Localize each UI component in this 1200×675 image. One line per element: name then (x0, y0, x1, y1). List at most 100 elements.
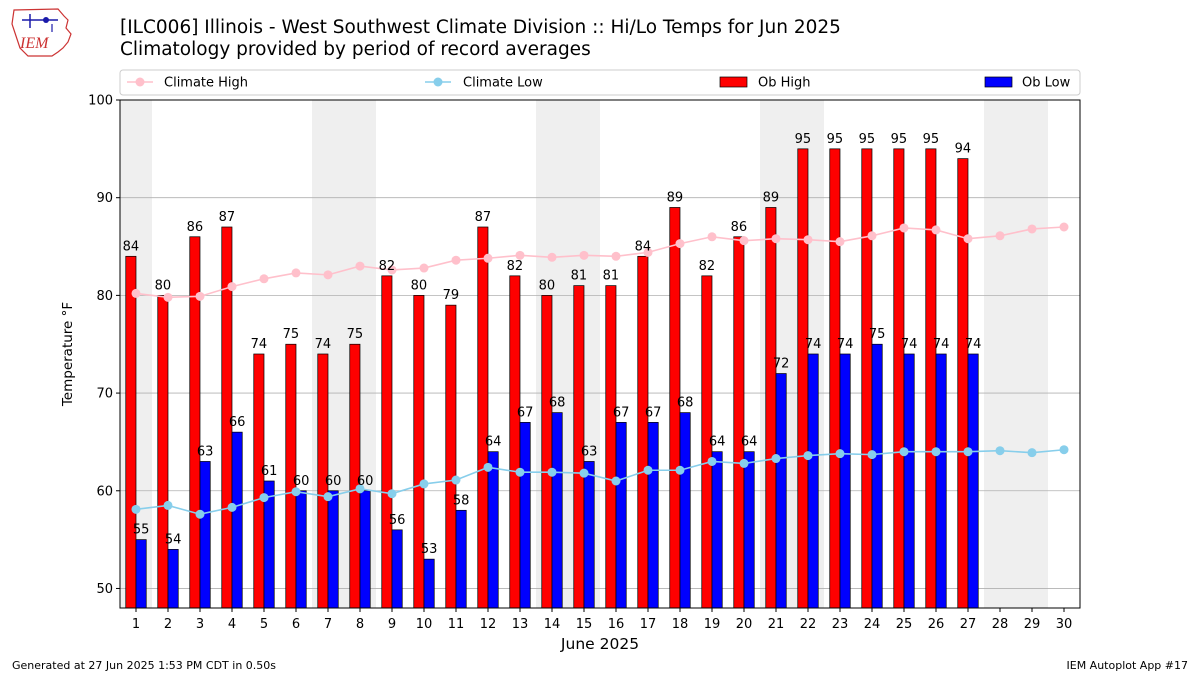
x-tick-label: 16 (608, 617, 625, 632)
climate-high-point (259, 274, 269, 284)
climate-low-point (867, 450, 877, 460)
ob-low-bar (775, 373, 787, 609)
climate-high-point (515, 250, 525, 260)
ob-low-label: 68 (549, 396, 566, 411)
climate-low-point (1059, 445, 1069, 455)
ob-low-bar (231, 431, 243, 609)
climate-low-point (675, 465, 685, 475)
climate-high-point (323, 270, 333, 280)
ob-low-label: 64 (741, 435, 758, 450)
climate-low-point (227, 502, 237, 512)
ob-low-bar (455, 509, 467, 609)
ob-low-bar (295, 490, 307, 609)
ob-high-label: 87 (219, 210, 236, 225)
ob-high-label: 95 (827, 132, 844, 147)
climate-high-point (451, 255, 461, 265)
ob-high-bar (893, 148, 905, 609)
ob-high-label: 81 (571, 269, 588, 284)
ob-low-label: 67 (645, 405, 662, 420)
ob-high-label: 75 (347, 327, 364, 342)
x-tick-label: 8 (356, 617, 364, 632)
ob-low-bar (935, 353, 947, 609)
ob-high-bar (765, 207, 777, 609)
x-tick-label: 5 (260, 617, 268, 632)
x-tick-label: 23 (832, 617, 849, 632)
legend-ob-low-swatch (984, 76, 1013, 88)
ob-high-label: 84 (635, 239, 652, 254)
ob-high-label: 74 (251, 337, 268, 352)
ob-low-label: 64 (709, 435, 726, 450)
ob-high-label: 82 (379, 259, 396, 274)
climate-low-point (579, 468, 589, 478)
iem-logo-text: IEM (19, 35, 50, 52)
climate-high-point (835, 237, 845, 247)
x-tick-label: 10 (416, 617, 433, 632)
legend-climate-high-marker (135, 77, 145, 87)
climate-low-point (515, 467, 525, 477)
x-tick-label: 30 (1056, 617, 1073, 632)
x-axis-label: June 2025 (560, 635, 639, 653)
climate-low-point (323, 492, 333, 502)
climate-high-point (867, 231, 877, 241)
climate-low-point (483, 462, 493, 472)
climate-low-point (803, 451, 813, 461)
ob-low-bar (199, 461, 211, 609)
ob-low-label: 66 (229, 415, 246, 430)
x-tick-label: 15 (576, 617, 593, 632)
ob-low-label: 67 (613, 405, 630, 420)
plot-frame (119, 99, 1081, 609)
climate-high-point (195, 291, 205, 301)
ob-high-bar (445, 304, 457, 609)
climate-high-point (675, 239, 685, 249)
climate-high-point (643, 247, 653, 257)
climate-low-point (771, 454, 781, 464)
ob-low-label: 56 (389, 513, 406, 528)
climate-high-point (131, 288, 141, 298)
climate-low-point (291, 487, 301, 497)
ob-high-label: 74 (315, 337, 332, 352)
ob-high-label: 95 (859, 132, 876, 147)
x-tick-label: 3 (196, 617, 204, 632)
ob-low-bar (167, 549, 179, 609)
x-tick-label: 22 (800, 617, 817, 632)
ob-high-bar (797, 148, 809, 609)
x-tick-label: 9 (388, 617, 396, 632)
x-tick-label: 14 (544, 617, 561, 632)
climate-low-point (547, 467, 557, 477)
climate-low-point (131, 504, 141, 514)
climate-low-point (259, 493, 269, 503)
ob-low-label: 60 (357, 474, 374, 489)
ob-high-bar (605, 285, 617, 609)
climate-high-point (1027, 224, 1037, 234)
ob-high-label: 80 (411, 278, 428, 293)
climate-low-point (643, 465, 653, 475)
ob-low-label: 74 (805, 337, 822, 352)
climate-high-point (995, 231, 1005, 241)
x-tick-label: 12 (480, 617, 497, 632)
x-tick-label: 6 (292, 617, 300, 632)
climate-high-point (227, 282, 237, 292)
ob-high-label: 89 (667, 190, 684, 205)
ob-low-label: 74 (901, 337, 918, 352)
ob-low-bar (359, 490, 371, 609)
ob-low-bar (327, 490, 339, 609)
ob-high-label: 87 (475, 210, 492, 225)
climate-high-point (1059, 222, 1069, 232)
ob-high-bar (125, 255, 137, 609)
ob-high-bar (413, 295, 425, 609)
ob-low-label: 63 (197, 444, 214, 459)
climate-low-point (355, 484, 365, 494)
ob-high-label: 95 (923, 132, 940, 147)
climate-high-point (387, 265, 397, 275)
y-tick-label: 50 (96, 582, 113, 597)
climate-low-point (163, 500, 173, 510)
y-axis-label: Temperature °F (60, 302, 76, 407)
legend-climate-high-label: Climate High (164, 76, 248, 91)
x-tick-label: 1 (132, 617, 140, 632)
climate-high-point (483, 253, 493, 263)
generated-note: Generated at 27 Jun 2025 1:53 PM CDT in … (12, 659, 277, 672)
climate-high-point (739, 236, 749, 246)
ob-low-label: 68 (677, 396, 694, 411)
climate-high-point (707, 232, 717, 242)
